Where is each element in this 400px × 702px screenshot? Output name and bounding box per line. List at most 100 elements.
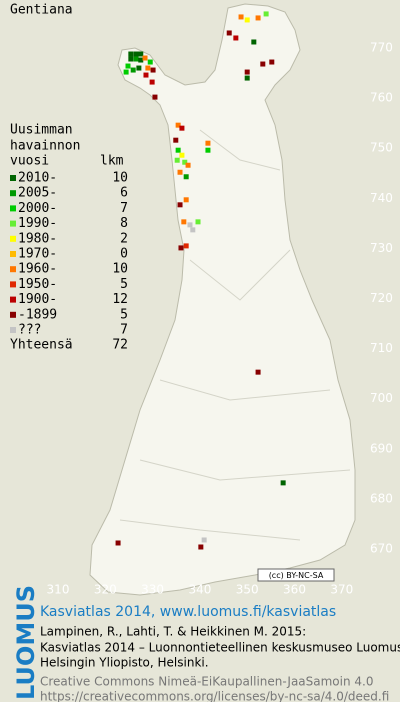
observation-square	[181, 219, 187, 225]
legend-swatch	[10, 235, 16, 242]
legend-count: 7	[120, 323, 128, 338]
observation-square	[255, 369, 261, 375]
observation-square	[177, 169, 183, 175]
legend-swatch	[10, 266, 16, 273]
observation-square	[175, 122, 181, 128]
observation-square	[185, 162, 191, 168]
legend-swatch	[10, 220, 16, 227]
observation-square	[152, 94, 158, 100]
legend-count: 6	[120, 186, 128, 201]
observation-square	[205, 147, 211, 153]
legend-count: 7	[120, 201, 128, 216]
x-tick-label: 330	[141, 583, 164, 597]
legend-label: 1970-	[18, 247, 57, 262]
observation-square	[233, 35, 239, 41]
observation-square	[182, 159, 188, 165]
observation-square	[190, 227, 196, 233]
observation-square	[195, 219, 201, 225]
map-outline	[89, 3, 356, 596]
observation-square	[251, 39, 257, 45]
grid: 310 320 330 340 350 360 3707707607507407307207…	[47, 41, 393, 597]
squares	[115, 11, 286, 550]
observation-square	[255, 15, 261, 21]
x-tick-label: 320	[94, 583, 117, 597]
observation-square	[138, 57, 144, 63]
observation-square	[142, 55, 148, 61]
observation-square	[178, 245, 184, 251]
region-borders	[119, 129, 351, 541]
y-tick-label: 680	[370, 491, 393, 505]
legend-label: 2005-	[18, 186, 57, 201]
observation-square	[136, 65, 142, 71]
observation-square	[263, 11, 269, 17]
observation-square	[145, 65, 151, 71]
citation: Lampinen, R., Lahti, T. & Heikkinen M. 2…	[40, 625, 306, 639]
observation-square	[175, 147, 181, 153]
observation-square	[226, 30, 232, 36]
observation-square	[173, 137, 179, 143]
observation-square	[269, 59, 275, 65]
x-tick-label: 350	[236, 583, 259, 597]
y-tick-label: 750	[370, 141, 393, 155]
license-badge: (cc) BY-NC-SA	[269, 571, 324, 580]
observation-square	[244, 17, 250, 23]
observation-square	[130, 67, 136, 73]
y-tick-label: 720	[370, 291, 393, 305]
observation-square	[133, 56, 139, 62]
legend-total: 72	[112, 338, 128, 353]
legend-count: 10	[112, 262, 128, 277]
legend-label: 2010-	[18, 171, 57, 186]
observation-square	[150, 67, 156, 73]
atlas-link[interactable]: Kasviatlas 2014, www.luomus.fi/kasviatla…	[40, 604, 336, 620]
legend-label: 1900-	[18, 292, 57, 307]
legend-swatch	[10, 296, 16, 303]
x-tick-label: 370	[330, 583, 353, 597]
observation-square	[174, 157, 180, 163]
observation-square	[179, 152, 185, 158]
observation-square	[280, 480, 286, 486]
observation-square	[179, 125, 185, 131]
observation-square	[115, 540, 121, 546]
legend-swatch	[10, 251, 16, 257]
y-tick-label: 770	[370, 41, 393, 55]
legend-swatch	[10, 281, 16, 288]
map-title: Gentiana	[10, 3, 73, 18]
legend-label: 1980-	[18, 231, 57, 246]
legend: Uusimman havainnon vuosi lkm 2010- 10 2005…	[10, 123, 128, 353]
legend-count: 12	[112, 292, 128, 307]
license-badge-box	[257, 568, 335, 582]
y-tick-label: 730	[370, 241, 393, 255]
y-tick-label: 760	[370, 91, 393, 105]
observation-square	[244, 75, 250, 81]
legend-swatch	[10, 190, 16, 197]
legend-heading: havainnon	[10, 139, 80, 154]
legend-label: -1899	[18, 307, 57, 322]
legend-heading: vuosi	[10, 154, 49, 169]
logo: LUOMUS	[12, 585, 40, 700]
legend-swatch	[10, 327, 16, 333]
y-tick-label: 740	[370, 191, 393, 205]
y-tick-label: 690	[370, 441, 393, 455]
x-tick-label: 340	[188, 583, 211, 597]
observation-square	[125, 63, 131, 69]
legend-heading: Uusimman	[10, 123, 73, 138]
legend-label: 1950-	[18, 277, 57, 292]
license-url[interactable]: https://creativecommons.org/licenses/by-…	[40, 690, 389, 702]
y-tick-label: 670	[370, 542, 393, 556]
legend-label: 1990-	[18, 216, 57, 231]
observation-square	[183, 197, 189, 203]
observation-square	[128, 51, 134, 57]
observation-square	[183, 243, 189, 249]
observation-square	[244, 69, 250, 75]
observation-square	[143, 72, 149, 78]
legend-count-heading: lkm	[100, 154, 124, 169]
legend-label: 1960-	[18, 262, 57, 277]
observation-square	[260, 61, 266, 67]
license-text: Creative Commons Nimeä-EiKaupallinen-Jaa…	[40, 675, 374, 689]
legend-label: ???	[18, 323, 41, 338]
legend-count: 10	[112, 171, 128, 186]
x-tick-label: 360	[283, 583, 306, 597]
y-tick-label: 700	[370, 391, 393, 405]
legend-count: 5	[120, 277, 128, 292]
